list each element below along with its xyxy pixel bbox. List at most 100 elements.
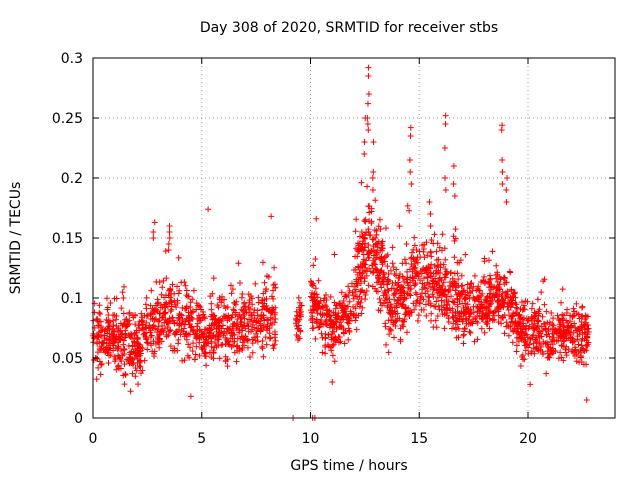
data-point — [183, 315, 190, 322]
data-point — [574, 336, 581, 343]
data-point — [525, 350, 532, 357]
data-point — [196, 326, 203, 333]
data-point — [212, 340, 219, 347]
data-point — [565, 324, 572, 331]
data-point — [113, 295, 120, 302]
data-point — [532, 312, 539, 319]
data-point — [454, 301, 461, 308]
data-point — [331, 251, 338, 258]
data-point — [215, 342, 222, 349]
data-point — [519, 307, 526, 314]
data-point — [410, 275, 417, 282]
data-point — [310, 262, 317, 269]
data-point — [229, 311, 236, 318]
data-point — [210, 313, 217, 320]
data-point — [233, 320, 240, 327]
data-point — [293, 308, 300, 315]
data-point — [356, 233, 363, 240]
data-point — [354, 246, 361, 253]
data-point — [293, 332, 300, 339]
data-point — [471, 272, 478, 279]
data-point — [235, 260, 242, 267]
data-point — [179, 357, 186, 364]
data-point — [430, 324, 437, 331]
data-point — [135, 341, 142, 348]
data-point — [131, 330, 138, 337]
data-point — [266, 335, 273, 342]
data-point — [393, 302, 400, 309]
data-point — [361, 278, 368, 285]
data-point — [364, 121, 371, 127]
data-point — [312, 255, 319, 262]
data-point — [230, 306, 237, 313]
data-point — [368, 205, 375, 212]
data-point — [143, 335, 150, 342]
data-point — [267, 320, 274, 327]
data-point — [225, 312, 232, 319]
data-point — [584, 343, 591, 350]
data-point — [346, 298, 353, 305]
data-point — [268, 293, 275, 300]
data-point — [357, 288, 364, 295]
data-point — [115, 334, 122, 341]
x-tick-label: 15 — [410, 431, 428, 447]
data-point — [238, 318, 245, 325]
data-point — [376, 295, 383, 302]
data-point — [104, 350, 111, 357]
data-point — [122, 330, 129, 337]
data-point — [353, 326, 360, 333]
data-point — [539, 351, 546, 358]
data-point — [558, 354, 565, 361]
data-point — [271, 319, 278, 326]
data-point — [334, 312, 341, 319]
data-point — [220, 330, 227, 337]
data-point — [163, 275, 170, 282]
data-point — [187, 393, 194, 400]
data-point — [178, 279, 185, 286]
data-point — [118, 305, 125, 312]
data-point — [132, 349, 139, 356]
data-point — [465, 305, 472, 312]
data-point — [103, 295, 110, 302]
data-point — [438, 247, 445, 254]
data-point — [345, 325, 352, 332]
data-point — [370, 257, 377, 264]
data-point — [131, 312, 138, 319]
data-point — [353, 293, 360, 300]
data-point — [443, 310, 450, 317]
data-point — [353, 280, 360, 287]
data-point — [138, 310, 145, 317]
data-point — [375, 307, 382, 314]
data-point — [346, 287, 353, 294]
data-point — [159, 284, 166, 291]
data-point — [242, 325, 249, 332]
data-point — [173, 304, 180, 311]
data-point — [451, 254, 458, 261]
data-point — [270, 306, 277, 313]
data-point — [396, 223, 403, 230]
data-point — [127, 388, 134, 395]
data-point — [327, 316, 334, 323]
data-point — [475, 308, 482, 315]
data-point — [345, 283, 352, 290]
data-point — [329, 352, 336, 359]
data-point — [297, 313, 304, 320]
data-point — [185, 293, 192, 300]
data-point — [137, 350, 144, 357]
data-point — [105, 359, 112, 366]
data-point — [101, 332, 108, 339]
data-point — [487, 275, 494, 282]
data-point — [470, 283, 477, 290]
data-point — [406, 207, 413, 214]
data-point — [379, 302, 386, 309]
data-point — [570, 338, 577, 345]
data-point — [563, 317, 570, 324]
data-point — [514, 330, 521, 337]
data-point — [394, 297, 401, 304]
data-point — [361, 217, 368, 224]
data-point — [484, 318, 491, 325]
data-point — [367, 268, 374, 275]
data-point — [93, 316, 100, 323]
data-point — [338, 289, 345, 296]
